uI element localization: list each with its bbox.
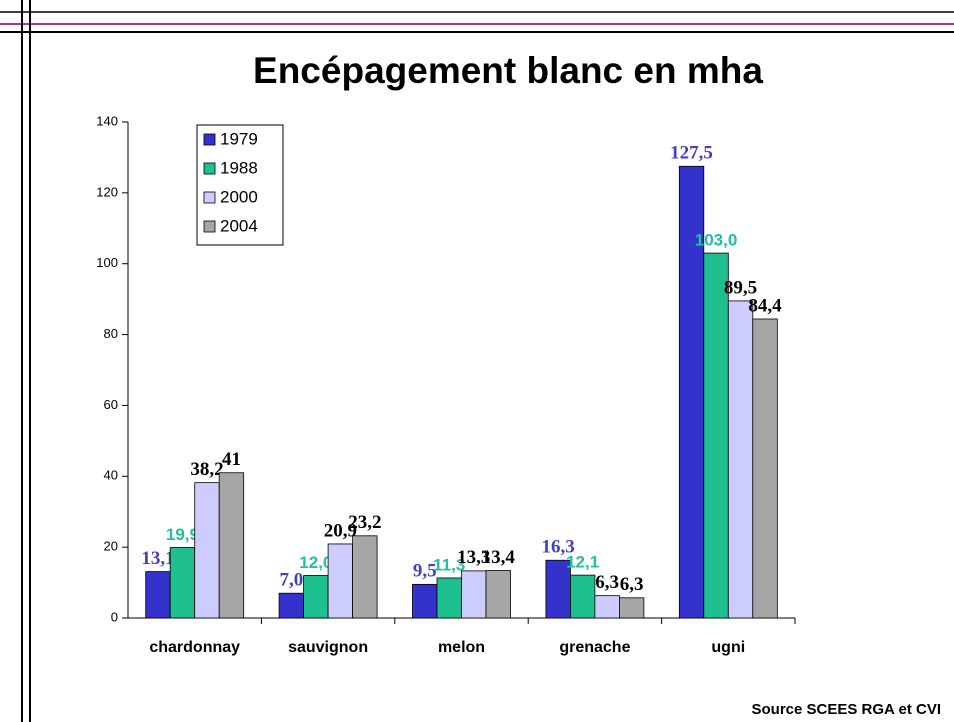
- bar: [485, 570, 511, 619]
- value-label: 19,9: [166, 525, 199, 544]
- legend-label: 2004: [220, 216, 258, 235]
- y-tick-label: 0: [111, 609, 118, 624]
- value-label: 13,3: [457, 547, 490, 568]
- value-label: 6,3: [595, 572, 619, 593]
- bar: [303, 575, 329, 619]
- bar: [194, 482, 220, 619]
- bar: [619, 597, 645, 619]
- y-tick-label: 80: [104, 326, 118, 341]
- legend-label: 1988: [220, 158, 258, 177]
- chart-title: Encépagement blanc en mha: [253, 50, 763, 91]
- bar: [327, 543, 354, 619]
- bar: [412, 583, 438, 619]
- y-tick-label: 140: [96, 113, 118, 128]
- legend-swatch: [203, 191, 216, 204]
- value-label: 89,5: [724, 277, 757, 298]
- y-tick-label: 120: [96, 184, 118, 199]
- bar: [352, 535, 378, 619]
- x-tick-label: chardonnay: [149, 639, 240, 656]
- bar: [278, 592, 305, 619]
- legend-swatch: [203, 162, 216, 175]
- value-label: 84,4: [748, 295, 782, 316]
- x-tick-label: grenache: [559, 639, 630, 656]
- y-tick-label: 20: [104, 539, 118, 554]
- source: Source SCEES RGA et CVI: [752, 701, 942, 718]
- y-tick-label: 60: [104, 397, 118, 412]
- bar: [545, 559, 571, 619]
- value-label: 103,0: [695, 231, 738, 250]
- legend-swatch: [203, 133, 216, 146]
- value-label: 13,1: [141, 548, 174, 569]
- value-label: 20,9: [324, 520, 357, 541]
- bar: [218, 472, 245, 619]
- x-tick-label: ugni: [711, 639, 745, 656]
- value-label: 12,1: [566, 553, 599, 572]
- value-label: 9,5: [413, 561, 437, 582]
- value-label: 7,0: [279, 570, 303, 591]
- bar: [145, 571, 171, 619]
- value-label: 23,2: [348, 512, 381, 533]
- bar: [570, 574, 596, 619]
- bar: [752, 318, 778, 619]
- y-tick-label: 100: [96, 255, 118, 270]
- value-label: 13,4: [482, 547, 516, 568]
- bar: [703, 252, 729, 619]
- value-label: 12,0: [299, 553, 332, 572]
- legend-label: 1979: [220, 129, 258, 148]
- bar: [461, 570, 487, 619]
- value-label: 127,5: [670, 143, 713, 164]
- bar: [436, 577, 462, 619]
- x-tick-label: sauvignon: [288, 639, 368, 656]
- value-label: 11,3: [433, 555, 465, 574]
- legend-swatch: [203, 220, 216, 233]
- bar: [594, 595, 620, 619]
- bar: [727, 300, 754, 619]
- legend-label: 2000: [220, 187, 258, 206]
- x-tick-label: melon: [438, 639, 485, 656]
- bar: [678, 165, 705, 619]
- value-label: 6,3: [620, 574, 644, 595]
- value-label: 41: [222, 449, 241, 470]
- bar: [169, 547, 196, 619]
- value-label: 16,3: [542, 537, 575, 558]
- y-tick-label: 40: [104, 468, 118, 483]
- value-label: 38,2: [190, 459, 223, 480]
